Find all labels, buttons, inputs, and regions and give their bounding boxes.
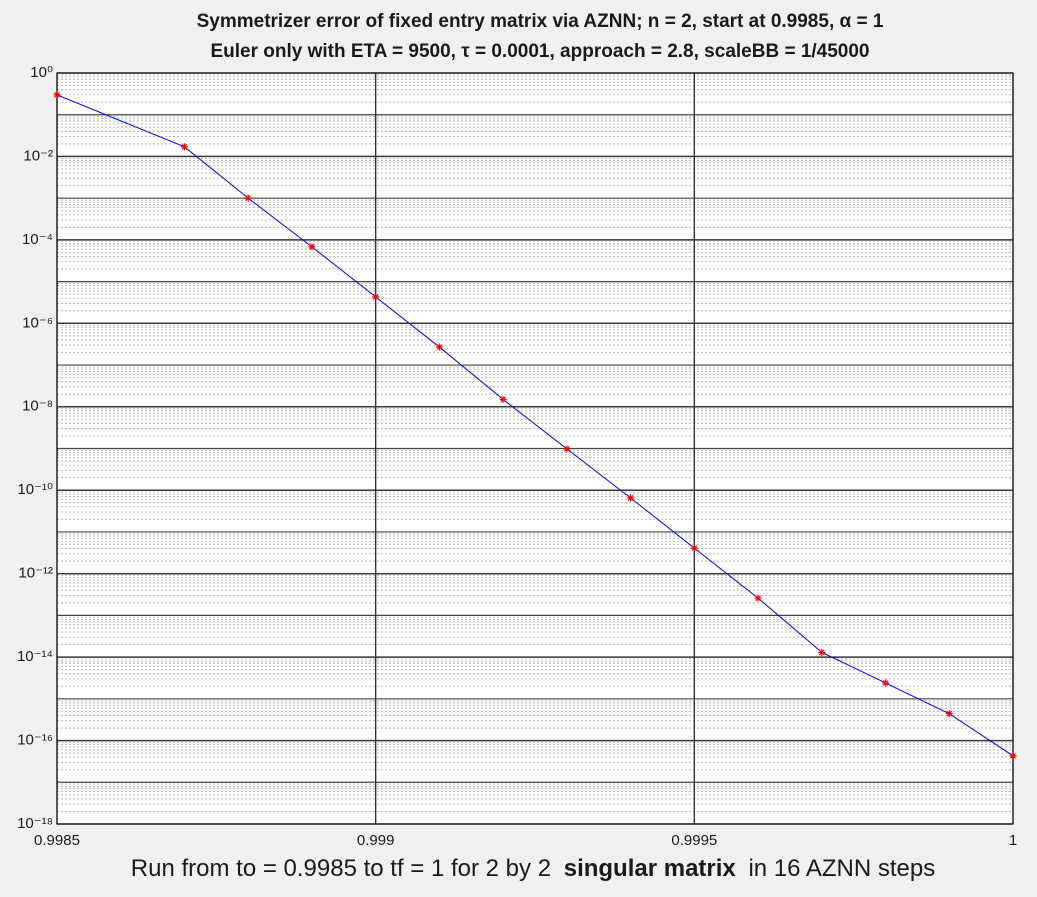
data-point bbox=[499, 395, 507, 403]
chart-subtitle: Euler only with ETA = 9500, τ = 0.0001, … bbox=[210, 41, 869, 62]
x-tick-label: 1 bbox=[1009, 832, 1017, 849]
y-tick-label: 10⁻¹⁴ bbox=[17, 648, 53, 665]
data-point bbox=[563, 445, 571, 453]
y-tick-label: 10⁻¹⁶ bbox=[17, 732, 53, 749]
data-point bbox=[435, 343, 443, 351]
y-tick-label: 10⁻¹⁸ bbox=[17, 815, 53, 832]
y-tick-label: 10⁻² bbox=[23, 147, 53, 164]
data-point bbox=[754, 594, 762, 602]
y-tick-label: 10⁻⁶ bbox=[22, 314, 53, 331]
data-point bbox=[690, 544, 698, 552]
x-label-part: in 16 AZNN steps bbox=[748, 855, 935, 882]
x-tick-label: 0.9995 bbox=[671, 832, 717, 849]
data-point bbox=[180, 143, 188, 151]
data-point bbox=[818, 648, 826, 656]
plot-frame bbox=[56, 72, 1014, 825]
data-point bbox=[372, 293, 380, 301]
x-axis-label: Run from to = 0.9985 to tf = 1 for 2 by … bbox=[131, 855, 935, 882]
data-point bbox=[627, 494, 635, 502]
data-point bbox=[244, 194, 252, 202]
data-point bbox=[945, 710, 953, 718]
data-point bbox=[882, 679, 890, 687]
y-tick-label: 10⁻⁴ bbox=[22, 231, 53, 248]
chart-title: Symmetrizer error of fixed entry matrix … bbox=[197, 11, 884, 32]
data-point bbox=[308, 243, 316, 251]
data-point bbox=[1009, 752, 1017, 760]
y-tick-label: 10⁻¹² bbox=[18, 565, 53, 582]
x-tick-label: 0.999 bbox=[357, 832, 395, 849]
data-point bbox=[53, 91, 61, 99]
x-tick-label: 0.9985 bbox=[34, 832, 80, 849]
y-tick-label: 10⁰ bbox=[30, 64, 53, 81]
y-tick-label: 10⁻¹⁰ bbox=[17, 481, 53, 498]
y-tick-label: 10⁻⁸ bbox=[22, 398, 53, 415]
x-label-part: singular matrix bbox=[564, 855, 737, 882]
x-label-part: Run from to = 0.9985 to tf = 1 for 2 by … bbox=[131, 855, 551, 882]
